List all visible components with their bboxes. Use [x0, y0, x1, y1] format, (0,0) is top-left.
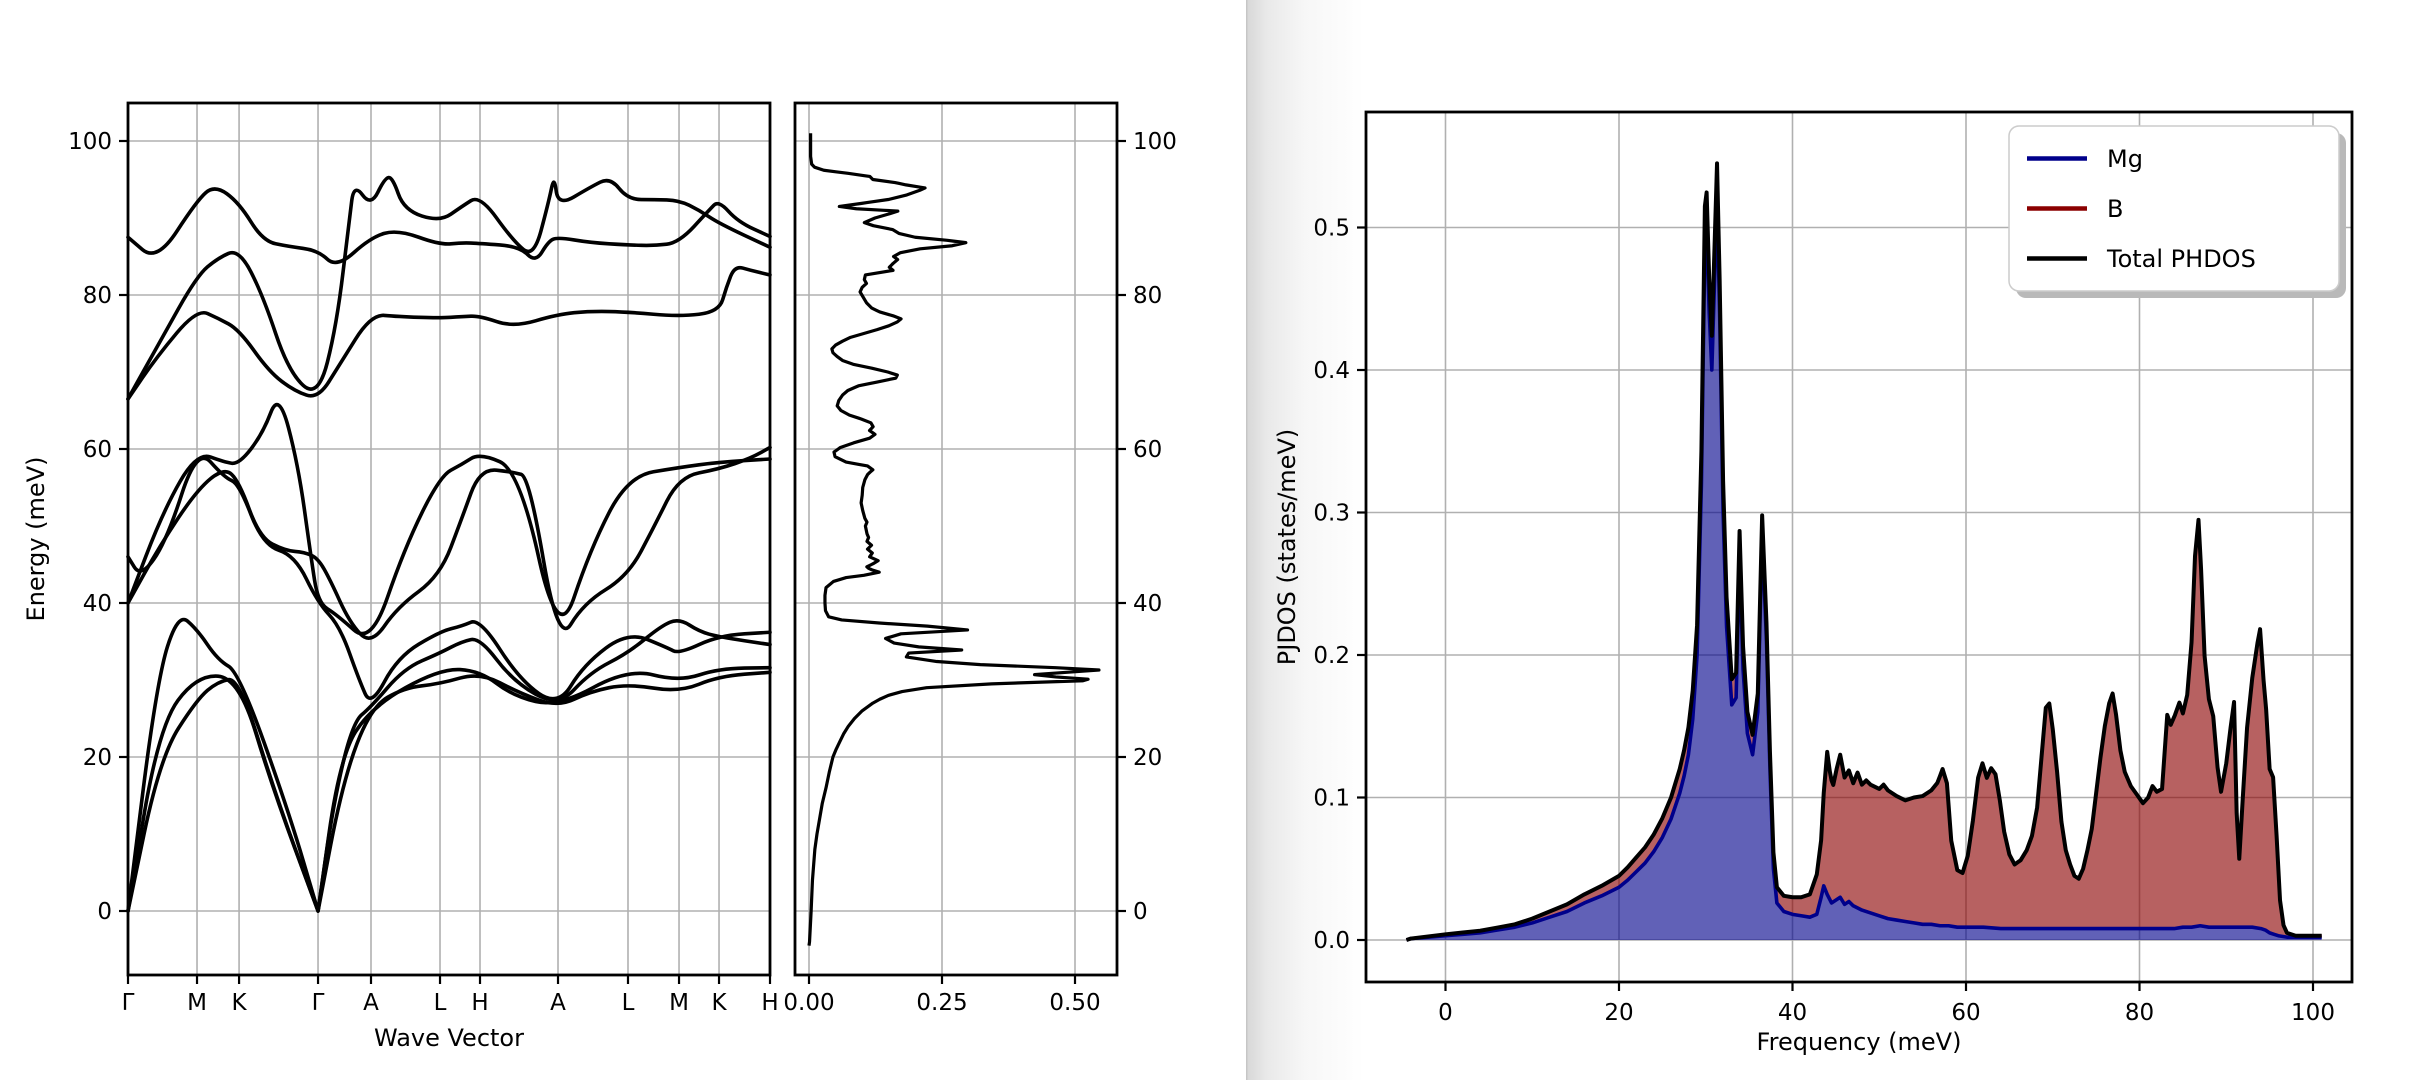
kpoint-label: Γ: [122, 990, 135, 1016]
phonon-branch: [126, 665, 772, 913]
phonon-branch: [126, 456, 772, 701]
dos-gridlines: [795, 103, 1117, 975]
pjdos-tick-label: 0.1: [1313, 786, 1350, 812]
energy-tick-label: 20: [83, 745, 112, 771]
pjdos-tick-label: 0.5: [1313, 216, 1350, 242]
legend-label-total-phdos: Total PHDOS: [2106, 245, 2256, 273]
pjdos-curves: [1405, 161, 2322, 942]
pjdos-tick-label: 0.4: [1313, 358, 1350, 384]
kpoint-label: K: [232, 990, 248, 1016]
frequency-tick-label: 100: [2291, 1000, 2335, 1026]
legend-frame: [2008, 125, 2340, 292]
kpoint-label: L: [622, 990, 635, 1016]
pjdos-tick-label: 0.3: [1313, 501, 1350, 527]
wavevector-axis-label: Wave Vector: [374, 1024, 524, 1052]
dos-xtick-label: 0.25: [916, 990, 967, 1016]
legend-label-mg: Mg: [2107, 145, 2143, 173]
frequency-tick-label: 0: [1438, 1000, 1453, 1026]
phonon-branch: [126, 670, 772, 913]
dos-xtick-label: 0.00: [783, 990, 834, 1016]
energy-axis-label: Energy (meV): [22, 457, 50, 622]
energy-tick-label: 0: [97, 899, 112, 925]
frequency-tick-label: 80: [2125, 1000, 2154, 1026]
pjdos-tick-label: 0.0: [1313, 928, 1350, 954]
axes-frames: [126, 101, 1119, 977]
panel-divider-shadow: [1246, 0, 1364, 1080]
pjdos-figure: 0 20 40 60 80 100 0.0 0.1 0.2 0.3 0.4 0.5 Mg B Total …: [1246, 0, 2354, 1080]
kpoint-label: A: [363, 990, 379, 1016]
band-gridlines: [127, 103, 771, 975]
dos-energy-tick-label: 60: [1133, 437, 1162, 463]
mg-curve: [1405, 197, 2322, 942]
kpoint-label: K: [711, 990, 727, 1016]
phonon-branch: [126, 617, 772, 913]
tick-marks: [119, 139, 1126, 984]
frequency-tick-label: 20: [1604, 1000, 1633, 1026]
pjdos-frame: [1364, 110, 2354, 984]
pjdos-axis-label: PJDOS (states/meV): [1273, 429, 1301, 665]
total-phdos-curve: [1405, 161, 2322, 942]
dos-energy-tick-label: 0: [1133, 899, 1148, 925]
kpoint-label: A: [550, 990, 566, 1016]
energy-tick-label: 80: [83, 283, 112, 309]
pjdos-tick-labels: 0 20 40 60 80 100 0.0 0.1 0.2 0.3 0.4 0.5: [1313, 216, 2335, 1027]
dos-energy-tick-label: 20: [1133, 745, 1162, 771]
phonon-band-curves: [126, 175, 772, 913]
legend-label-b: B: [2107, 195, 2123, 223]
frequency-tick-label: 40: [1778, 1000, 1807, 1026]
pjdos-tick-marks: [1357, 226, 2315, 991]
frequency-axis-label: Frequency (meV): [1757, 1028, 1962, 1056]
legend-box: Mg B Total PHDOS: [2008, 125, 2346, 298]
kpoint-label: L: [434, 990, 447, 1016]
kpoint-label: M: [187, 990, 207, 1016]
total-dos-curve: [807, 133, 1101, 946]
kpoint-label: Γ: [312, 990, 325, 1016]
phonon-branch: [126, 402, 772, 636]
phonon-branch: [126, 187, 772, 265]
energy-tick-label: 60: [83, 437, 112, 463]
dos-energy-tick-label: 40: [1133, 591, 1162, 617]
dos-xtick-label: 0.50: [1049, 990, 1100, 1016]
energy-tick-label: 100: [68, 129, 112, 155]
phonon-branch: [126, 175, 772, 401]
frequency-tick-label: 60: [1951, 1000, 1980, 1026]
pjdos-tick-label: 0.2: [1313, 643, 1350, 669]
kpoint-label: H: [471, 990, 488, 1016]
energy-tick-label: 40: [83, 591, 112, 617]
kpoint-label: H: [761, 990, 778, 1016]
dos-energy-tick-label: 80: [1133, 283, 1162, 309]
dos-energy-tick-label: 100: [1133, 129, 1177, 155]
phonon-branch: [126, 265, 772, 401]
kpoint-label: M: [669, 990, 689, 1016]
